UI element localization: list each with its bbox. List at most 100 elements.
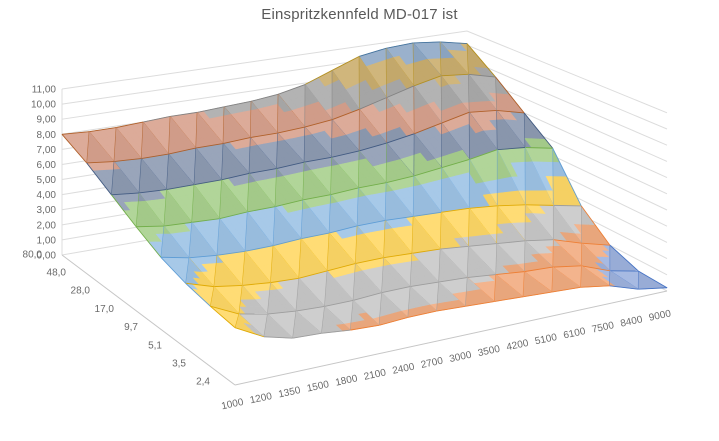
facet-highlight: [355, 257, 384, 293]
wireframe-edge: [242, 282, 271, 286]
wireframe-edge: [61, 133, 88, 164]
facet-highlight: [223, 137, 251, 174]
facet-highlight: [213, 285, 243, 314]
facet-highlight: [304, 157, 332, 195]
facet-highlight: [298, 270, 327, 307]
value-axis-tick-label: 3,00: [37, 205, 57, 216]
wireframe-edge: [302, 194, 331, 201]
wireframe-edge: [246, 173, 250, 212]
facet-shade: [277, 94, 305, 134]
facet-shade: [332, 70, 360, 120]
facet-highlight: [524, 267, 553, 293]
facet-shade: [263, 314, 293, 339]
wireframe-edge: [522, 291, 552, 298]
facet-highlight: [324, 300, 353, 331]
facet-highlight: [438, 277, 468, 307]
value-axis-tick-label: 11,00: [32, 85, 57, 96]
wireframe-edge: [248, 168, 277, 174]
wireframe-edge: [581, 265, 610, 272]
wireframe-edge: [410, 281, 439, 288]
wireframe-edge: [219, 179, 222, 219]
facet-shade: [413, 85, 442, 134]
facet-shade: [193, 148, 222, 185]
wireframe-edge: [439, 41, 468, 45]
wireframe-edge: [111, 194, 137, 228]
wireframe-edge: [219, 211, 248, 220]
facet-highlight: [496, 240, 525, 272]
facet-highlight: [441, 208, 470, 247]
category-axis-tick-label: 5100: [534, 332, 558, 347]
wireframe-edge: [292, 332, 322, 339]
facet-highlight: [495, 271, 525, 297]
facet-highlight: [216, 251, 245, 286]
facet-highlight: [272, 238, 301, 279]
facet-highlight: [329, 225, 358, 264]
facet-shade: [359, 109, 387, 151]
wireframe-edge: [328, 225, 358, 234]
wireframe-edge: [468, 243, 497, 247]
facet-shade: [496, 205, 525, 244]
wireframe-edge: [413, 75, 442, 87]
facet-shade: [441, 123, 470, 168]
wireframe-edge: [465, 301, 495, 307]
wireframe-edge: [304, 70, 333, 85]
facet-highlight: [357, 220, 386, 258]
facet-highlight: [467, 274, 496, 302]
facet-highlight: [188, 255, 217, 287]
category-axis-labels: 1000 1200 1350 1500 1800 2100 2400 2700 3000 3500…: [220, 308, 672, 412]
wireframe-edge: [638, 287, 668, 290]
facet-highlight: [469, 205, 498, 244]
facet-shade: [381, 257, 411, 293]
facet-shade: [495, 243, 525, 275]
facet-shade: [386, 143, 414, 183]
facet-highlight: [359, 97, 387, 144]
facet-shade: [383, 220, 412, 258]
wireframe-edge: [113, 127, 117, 162]
facet-shade: [497, 149, 526, 206]
facet-highlight: [224, 101, 251, 138]
facet-shade: [494, 274, 523, 302]
category-axis-tick-label: 8400: [619, 314, 643, 329]
wireframe-edge: [188, 222, 192, 258]
wireframe-edge: [352, 292, 382, 301]
wireframe-edge: [270, 277, 299, 284]
facet-shade: [330, 157, 359, 195]
facet-highlight: [113, 158, 142, 193]
wireframe-edge: [324, 270, 328, 307]
facet-shade: [441, 167, 470, 213]
wireframe-edge: [195, 143, 224, 149]
wireframe-edge: [440, 245, 469, 250]
facet-shade: [524, 147, 554, 206]
facet-shade: [324, 270, 353, 307]
wireframe-edge: [552, 148, 582, 207]
facet-shade: [292, 311, 322, 339]
series-axis-tick-label: 9,7: [124, 322, 138, 333]
wireframe-edge: [385, 215, 414, 221]
wireframe-edge: [221, 172, 250, 181]
wireframe-edge: [331, 108, 360, 121]
wireframe-edge: [140, 122, 144, 159]
wireframe-edge: [86, 161, 114, 164]
facet-shade: [160, 226, 189, 258]
facet-shade: [250, 101, 278, 138]
wireframe-edge: [331, 56, 360, 71]
facet-shade: [411, 216, 441, 254]
wireframe-edge: [469, 109, 497, 113]
wireframe-edge: [303, 156, 332, 163]
wireframe-edge: [195, 112, 198, 149]
facet-highlight: [270, 278, 299, 312]
wireframe-edge: [330, 157, 332, 195]
facet-shade: [219, 179, 248, 219]
facet-highlight: [353, 292, 382, 326]
wireframe-edge: [298, 270, 328, 279]
wireframe-edge: [191, 184, 195, 223]
wireframe-edge: [86, 131, 90, 164]
wireframe-edge: [272, 206, 276, 246]
wireframe-edge: [249, 101, 252, 138]
facet-highlight: [193, 179, 222, 219]
facet-highlight: [304, 119, 333, 158]
facet-highlight: [185, 283, 214, 307]
facet-shade: [523, 271, 552, 297]
facet-highlight: [250, 133, 278, 169]
